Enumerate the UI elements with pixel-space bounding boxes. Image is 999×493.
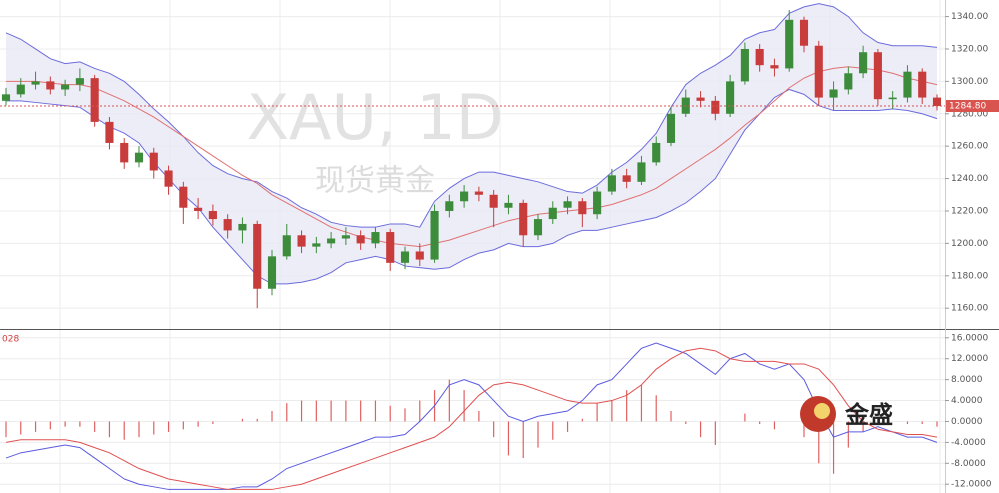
candle-body (844, 73, 853, 90)
candle-body (607, 175, 616, 192)
candle-body (386, 232, 395, 263)
candle-body (90, 78, 99, 122)
candle-body (16, 84, 25, 95)
candle-body (666, 113, 676, 143)
candle-body (460, 191, 469, 202)
candle-body (356, 235, 365, 244)
y-tick-label: 8.0000 (951, 375, 983, 385)
candle-body (327, 238, 336, 244)
watermark-subtitle: 现货黄金 (315, 164, 435, 199)
candle-body (1, 94, 11, 101)
candle-body (829, 89, 838, 98)
candle-body (770, 65, 779, 69)
candle-body (918, 71, 927, 98)
candle-body (637, 162, 646, 182)
y-tick-label: 16.0000 (951, 333, 988, 343)
candle-body (164, 170, 173, 187)
candle-body (430, 210, 439, 260)
last-price-box (946, 100, 999, 113)
candle-body (120, 142, 129, 163)
candle-body (578, 201, 587, 215)
candle-body (932, 97, 942, 107)
candle-body (652, 142, 661, 163)
logo-text: 金盛 (844, 401, 893, 429)
candle-body (282, 235, 291, 257)
y-tick-label: 1220.00 (951, 206, 988, 216)
last-price-label: 1284.80 (949, 102, 986, 112)
y-tick-label: 1180.00 (951, 271, 988, 281)
candle-body (859, 52, 868, 74)
candle-body (179, 186, 188, 208)
y-tick-label: 1160.00 (951, 304, 988, 314)
watermark-title: XAU, 1D (247, 81, 504, 154)
candle-body (903, 71, 912, 98)
y-tick-label: 4.0000 (951, 396, 983, 406)
candle-body (415, 251, 424, 260)
y-tick-label: 12.0000 (951, 354, 988, 364)
candle-body (46, 81, 55, 90)
y-tick-label: 1260.00 (951, 142, 988, 152)
y-tick-label: 1340.00 (951, 12, 988, 22)
candle-body (105, 121, 114, 143)
candle-body (489, 194, 498, 208)
candle-body (740, 48, 749, 82)
y-tick-label: -12.0000 (951, 480, 992, 490)
y-tick-label: 0.0000 (951, 417, 983, 427)
candle-body (194, 207, 203, 211)
band-middle (6, 66, 938, 248)
candle-body (400, 251, 410, 263)
y-tick-label: 1300.00 (951, 77, 988, 87)
y-tick-label: 1240.00 (951, 174, 988, 184)
candle-body (267, 256, 277, 289)
candle-body (519, 202, 528, 236)
candle-body (134, 152, 144, 163)
band-upper (5, 3, 938, 228)
band-lower (6, 88, 938, 285)
candle-body (253, 223, 262, 289)
candle-body (533, 219, 543, 236)
candle-body (31, 81, 40, 85)
y-tick-label: 1320.00 (951, 44, 988, 54)
candle-body (149, 152, 158, 171)
candle-body (504, 202, 513, 208)
candle-body (711, 100, 720, 114)
candle-body (548, 207, 557, 220)
candle-body (888, 97, 897, 100)
indicator-label: 028 (2, 335, 19, 345)
candle-body (696, 97, 705, 101)
y-tick-label: -4.0000 (951, 438, 986, 448)
candle-body (755, 48, 764, 66)
y-tick-label: 1200.00 (951, 239, 988, 249)
band-fill (6, 3, 937, 284)
candle-body (799, 19, 809, 46)
candle-body (341, 235, 350, 239)
candle-body (371, 232, 380, 244)
candle-body (61, 84, 70, 90)
macd-line (5, 342, 938, 490)
candle-body (208, 210, 217, 220)
signal-line (5, 347, 938, 490)
candle-body (75, 78, 84, 85)
candle-body (445, 201, 454, 211)
candle-body (726, 81, 735, 114)
y-tick-label: -8.0000 (951, 459, 986, 469)
y-tick-label: 1280.00 (951, 109, 988, 119)
candle-body (312, 243, 321, 247)
candle-body (785, 19, 794, 69)
candle-body (223, 219, 232, 231)
candle-body (238, 223, 247, 231)
candle-body (873, 52, 882, 100)
candle-body (297, 235, 306, 247)
logo-icon-inner (814, 403, 830, 419)
candle-body (474, 191, 483, 195)
candle-body (593, 191, 602, 215)
candle-body (622, 175, 631, 182)
candle-body (563, 201, 572, 208)
candle-body (814, 45, 823, 98)
